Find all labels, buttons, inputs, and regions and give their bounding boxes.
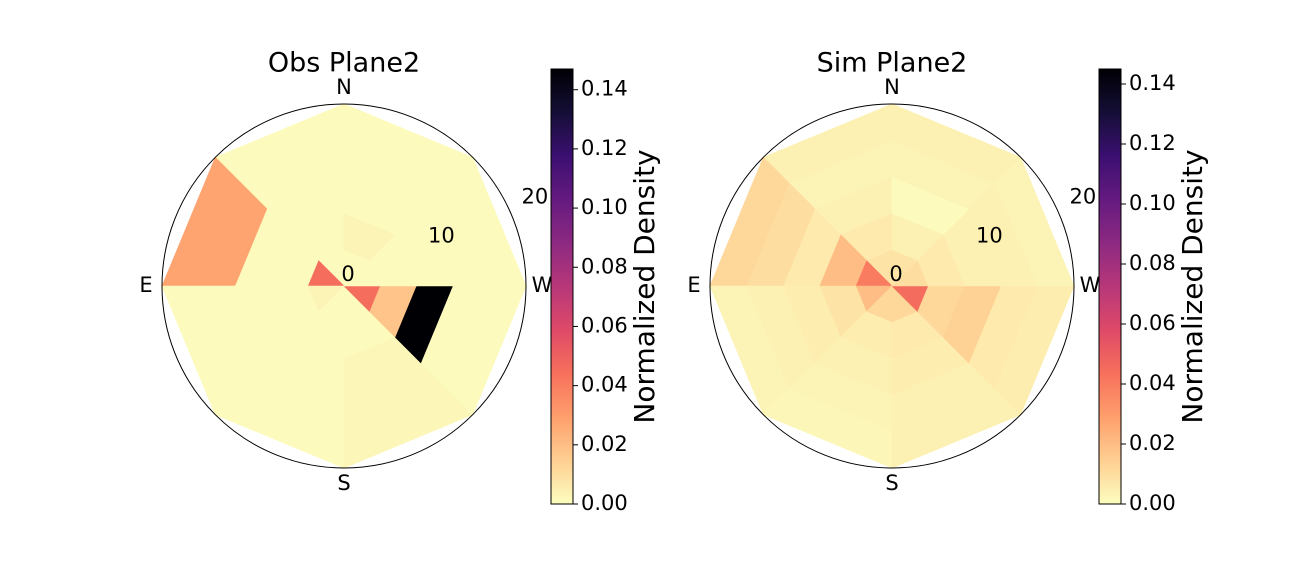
colorbar-tick-label: 0.10 (581, 195, 628, 219)
colorbar-tick-label: 0.14 (581, 77, 628, 101)
colorbar-tick-label: 0.06 (1129, 311, 1176, 335)
r-tick-label: 10 (976, 223, 1003, 247)
colorbar-tick-label: 0.12 (1129, 131, 1176, 155)
theta-tick-label: S (337, 471, 350, 495)
colorbar-tick-label: 0.14 (1129, 71, 1176, 95)
colorbar-tick-label: 0.02 (1129, 431, 1176, 455)
colorbar-tick-label: 0.10 (1129, 191, 1176, 215)
theta-tick-label: W (1080, 273, 1101, 297)
chart-title: Sim Plane2 (817, 48, 968, 79)
colorbar-label: Normalized Density (1176, 149, 1209, 423)
r-tick-label: 0 (341, 262, 354, 286)
theta-tick-label: S (885, 471, 898, 495)
polar-frame (161, 103, 527, 469)
colorbar-tick-label: 0.00 (1129, 491, 1176, 515)
colorbar (1098, 68, 1122, 505)
colorbar-tick-label: 0.00 (581, 491, 628, 515)
colorbar-tick-label: 0.08 (1129, 251, 1176, 275)
colorbar (550, 68, 574, 505)
colorbar-tick-label: 0.06 (581, 313, 628, 337)
r-tick-label: 20 (1069, 185, 1096, 209)
theta-tick-label: W (532, 273, 553, 297)
colorbar-label: Normalized Density (628, 149, 661, 423)
colorbar-tick-label: 0.12 (581, 136, 628, 160)
r-tick-label: 10 (428, 223, 455, 247)
polar-frame (709, 103, 1075, 469)
colorbar-tick-label: 0.02 (581, 432, 628, 456)
r-tick-label: 20 (521, 185, 548, 209)
theta-tick-label: N (336, 75, 352, 99)
chart-title: Obs Plane2 (268, 48, 420, 79)
colorbar-tick-label: 0.08 (581, 254, 628, 278)
theta-tick-label: N (884, 75, 900, 99)
theta-tick-label: E (687, 273, 700, 297)
colorbar-tick-label: 0.04 (581, 373, 628, 397)
r-tick-label: 0 (889, 262, 902, 286)
colorbar-tick-label: 0.04 (1129, 371, 1176, 395)
theta-tick-label: E (139, 273, 152, 297)
